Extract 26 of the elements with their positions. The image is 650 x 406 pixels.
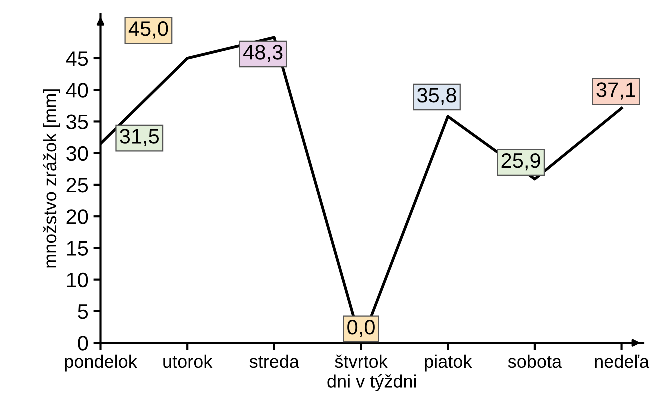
y-tick-label: 35 [66,114,88,130]
x-tick-label: streda [250,354,300,368]
data-label: 25,9 [502,153,540,171]
x-tick-label: piatok [425,354,472,372]
data-label: 31,5 [120,129,160,146]
y-tick-label: 10 [67,272,88,288]
y-tick-label: 25 [66,178,88,193]
x-tick-label: štvrtok [335,354,388,368]
y-tick-label: 20 [66,210,88,224]
x-tick-label: sobota [508,354,562,368]
y-tick-label: 15 [67,241,88,256]
data-label: 35,8 [418,88,456,106]
y-tick-label: 5 [78,304,88,320]
y-tick-label: 30 [66,146,88,162]
y-tick-label: 40 [66,83,88,98]
y-axis-title: množstvo zrážok [mm] [43,90,60,268]
data-label: 37,1 [596,82,636,100]
x-tick-label: utorok [164,354,213,368]
y-tick-label: 0 [78,336,88,351]
data-label: 0,0 [348,320,375,338]
data-label: 48,3 [244,45,283,62]
x-axis-title: dni v týždni [328,374,416,392]
x-tick-label: nedeľa [595,354,650,368]
y-tick-label: 45 [66,52,88,66]
x-tick-label: pondelok [65,354,138,372]
data-label: 45,0 [128,22,168,39]
